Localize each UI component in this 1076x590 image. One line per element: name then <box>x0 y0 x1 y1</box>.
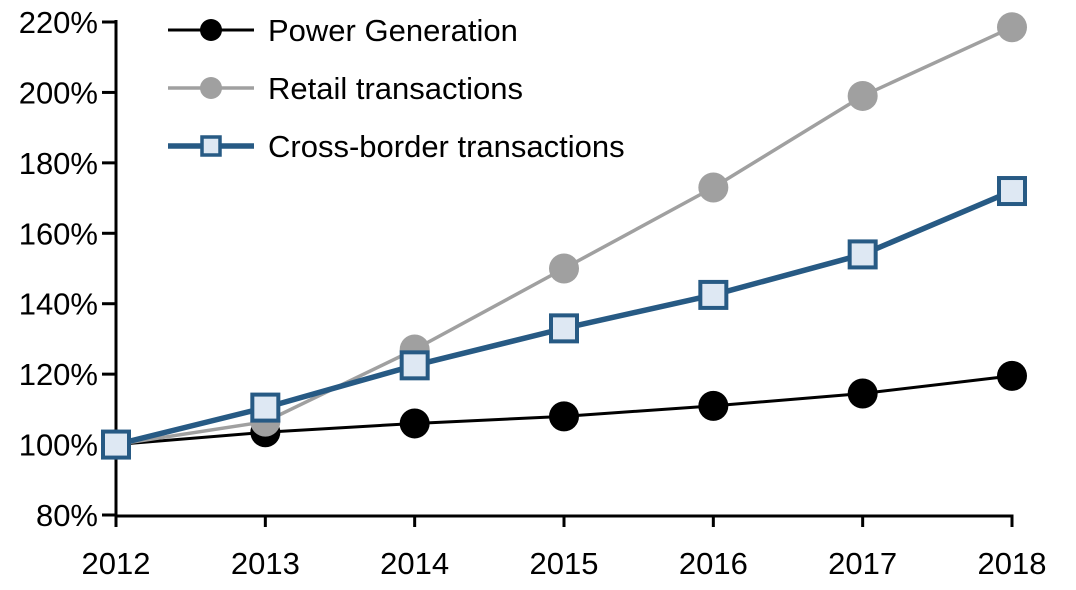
data-point-circle <box>698 390 729 421</box>
x-tick-label: 2017 <box>828 546 897 581</box>
legend-item-power-generation: Power Generation <box>166 1 625 59</box>
chart-legend: Power Generation Retail transactions Cross… <box>166 1 625 175</box>
legend-circle-marker-icon <box>168 77 254 99</box>
y-tick-label: 180% <box>19 146 98 181</box>
data-point-circle <box>549 401 579 432</box>
data-point-circle <box>549 253 579 284</box>
legend-label: Power Generation <box>268 12 518 48</box>
data-point-square <box>549 313 579 344</box>
legend-circle-marker-icon <box>168 19 254 41</box>
x-tick-label: 2018 <box>978 546 1047 581</box>
y-tick-label: 80% <box>36 498 98 533</box>
x-tick-label: 2016 <box>679 546 748 581</box>
legend-square-marker-icon <box>168 135 254 157</box>
y-tick-label: 100% <box>19 428 98 463</box>
y-tick-label: 140% <box>19 287 98 322</box>
y-tick-label: 220% <box>19 5 98 40</box>
y-tick-label: 200% <box>19 75 98 110</box>
x-tick-label: 2012 <box>82 546 151 581</box>
data-point-square <box>847 239 878 270</box>
legend-label: Retail transactions <box>268 70 524 106</box>
series-power-generation <box>101 360 1027 460</box>
y-tick-label: 120% <box>19 357 98 392</box>
data-point-circle <box>399 408 430 439</box>
x-tick-label: 2013 <box>231 546 300 581</box>
data-point-circle <box>698 172 729 203</box>
data-point-square <box>698 279 729 310</box>
x-tick-label: 2014 <box>380 546 449 581</box>
series-cross-border-transactions <box>101 176 1027 460</box>
legend-label: Cross-border transactions <box>268 128 625 164</box>
data-point-circle <box>847 378 878 409</box>
data-point-circle <box>997 360 1027 391</box>
x-tick-label: 2015 <box>530 546 599 581</box>
y-tick-label: 160% <box>19 216 98 251</box>
axes: 80% 100% 120% 140% 160% 180% 200% 220% 2012 2013 2… <box>19 5 1047 581</box>
data-point-circle <box>997 12 1027 43</box>
legend-item-retail-transactions: Retail transactions <box>166 59 625 117</box>
data-point-square <box>997 176 1027 207</box>
data-point-square <box>399 350 430 381</box>
data-point-square <box>101 429 131 460</box>
data-point-circle <box>847 80 878 111</box>
legend-item-cross-border-transactions: Cross-border transactions <box>166 117 625 175</box>
data-point-square <box>250 392 281 423</box>
